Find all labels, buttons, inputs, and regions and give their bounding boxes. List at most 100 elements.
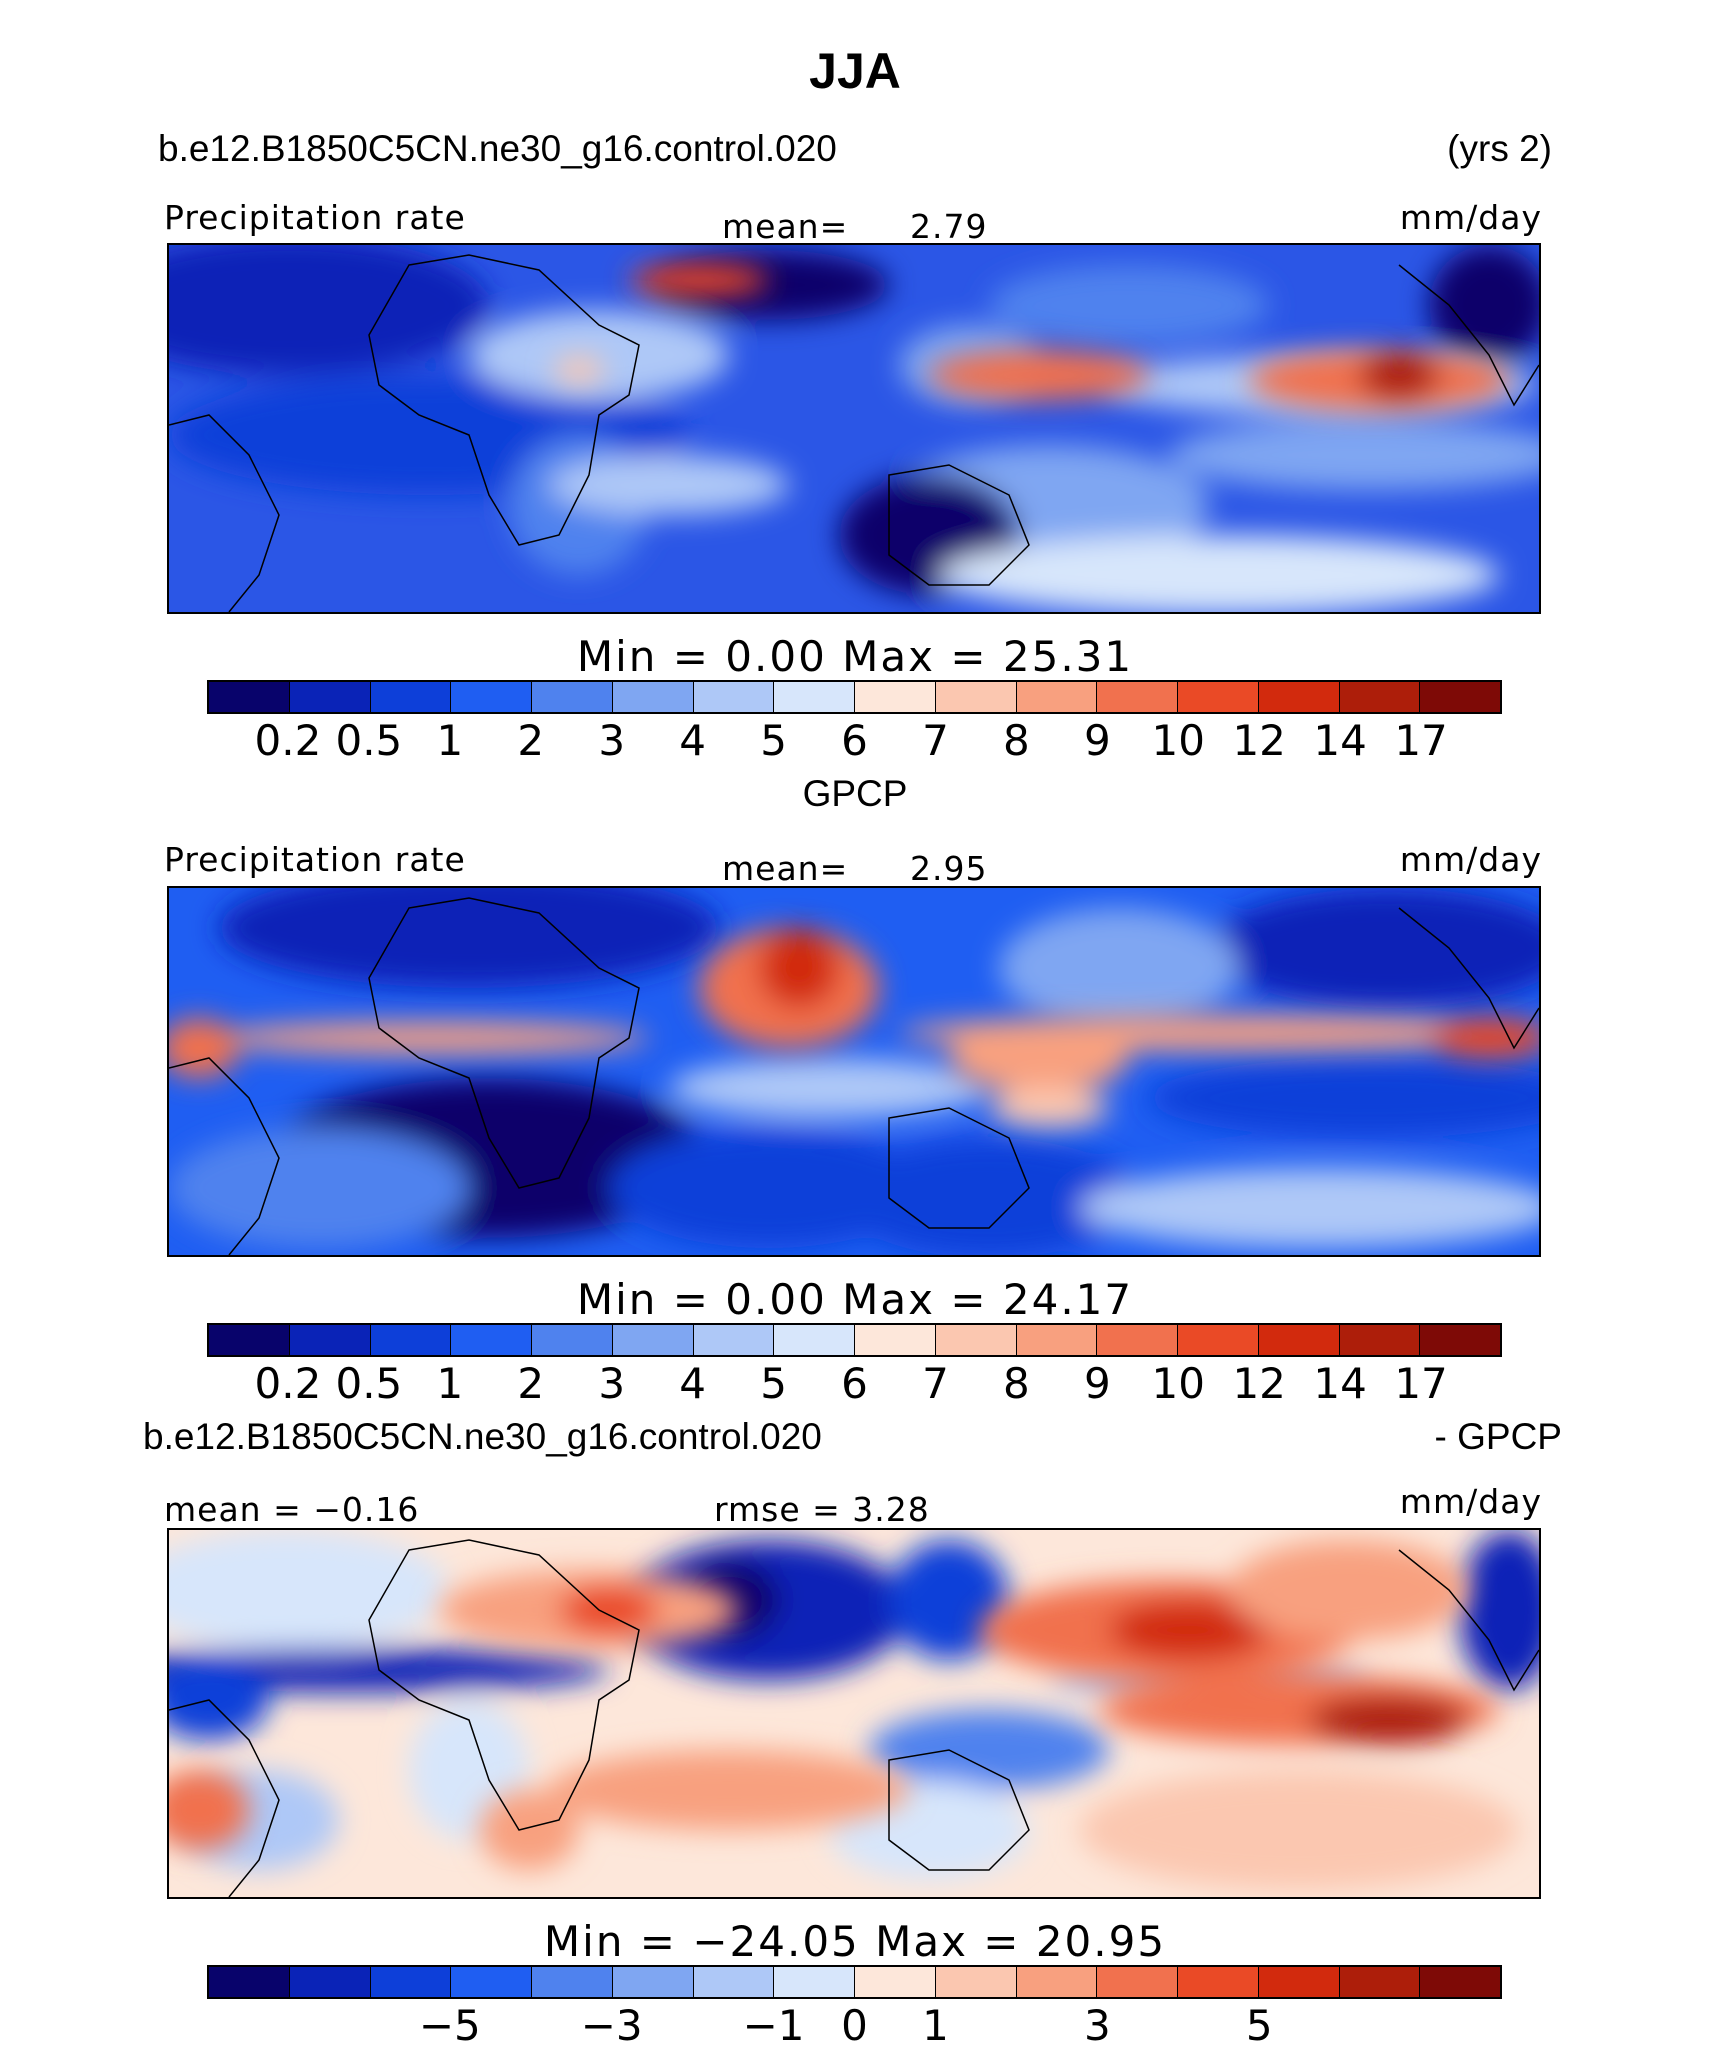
panel3-map-field	[169, 1530, 1539, 1897]
panel2-colorbar-tick-label: 3	[598, 1359, 626, 1408]
panel2-colorbar-tick-label: 8	[1003, 1359, 1030, 1408]
panel3-colorbar-swatch	[451, 1967, 532, 1997]
panel3-rmse: rmse = 3.28	[714, 1490, 930, 1529]
panel2-colorbar-swatch	[612, 1325, 694, 1355]
panel1-colorbar-swatch	[451, 682, 532, 712]
panel3-case-name: b.e12.B1850C5CN.ne30_g16.control.020	[143, 1416, 822, 1457]
panel2-colorbar-tick-label: 12	[1232, 1359, 1286, 1408]
panel3-colorbar-swatch	[1097, 1967, 1178, 1997]
panel3-colorbar-ticks: −5 −3 −1 0 1 3 5	[207, 2001, 1502, 2051]
panel2-colorbar-swatch	[209, 1325, 290, 1355]
panel2-colorbar-tick-label: 9	[1083, 1359, 1111, 1408]
panel1-colorbar-swatch	[935, 682, 1017, 712]
panel2-mean-label: mean=	[722, 849, 849, 888]
panel1-colorbar-swatch	[774, 682, 855, 712]
panel3-colorbar-swatch	[1178, 1967, 1259, 1997]
panel3-mean: mean = −0.16	[164, 1490, 420, 1529]
panel2-map	[167, 886, 1541, 1257]
panel1-mean-value: 2.79	[910, 207, 988, 246]
panel1-colorbar-tick-label: 5	[760, 716, 787, 765]
panel2-colorbar-swatch	[693, 1325, 775, 1355]
panel2-colorbar-swatch	[1016, 1325, 1098, 1355]
panel2-colorbar-swatch	[1097, 1325, 1178, 1355]
panel1-case-name: b.e12.B1850C5CN.ne30_g16.control.020	[158, 128, 837, 169]
panel1-colorbar-tick-label: 10	[1151, 716, 1205, 765]
panel2-colorbar-swatch	[855, 1325, 936, 1355]
panel2-minmax: Min = 0.00 Max = 24.17	[576, 1275, 1134, 1324]
panel3-colorbar-swatch	[1420, 1967, 1500, 1997]
panel1-colorbar-swatch	[693, 682, 775, 712]
panel3-suffix: - GPCP	[1434, 1416, 1562, 1457]
panel2-title: GPCP	[802, 773, 908, 814]
panel1-colorbar-swatch	[855, 682, 936, 712]
panel1-colorbar-swatch	[612, 682, 694, 712]
panel1-colorbar-swatch	[1339, 682, 1421, 712]
panel3-colorbar-swatch	[693, 1967, 775, 1997]
panel1-variable-label: Precipitation rate	[164, 198, 466, 237]
panel3-colorbar-tick-label: 3	[1083, 2001, 1111, 2050]
panel2-colorbar-swatch	[774, 1325, 855, 1355]
panel2-colorbar-tick-label: 0.5	[335, 1359, 403, 1408]
panel2-variable-label: Precipitation rate	[164, 840, 466, 879]
panel1-colorbar-tick-label: 2	[517, 716, 545, 765]
panel1-colorbar-tick-label: 8	[1003, 716, 1030, 765]
panel3-colorbar-tick-label: −3	[580, 2001, 643, 2050]
panel2-mean-value: 2.95	[910, 849, 988, 888]
panel2-colorbar-swatch	[289, 1325, 371, 1355]
panel2-colorbar-tick-label: 4	[679, 1359, 706, 1408]
panel3-colorbar-swatch	[935, 1967, 1017, 1997]
panel1-colorbar-swatch	[289, 682, 371, 712]
panel2-colorbar-ticks: 0.2 0.5 1 2 3 4 5 6 7 8 9 10 12 14 17	[207, 1359, 1502, 1409]
panel3-colorbar-swatch	[370, 1967, 452, 1997]
panel3-colorbar-tick-label: −1	[742, 2001, 805, 2050]
panel1-colorbar-tick-label: 9	[1083, 716, 1111, 765]
panel1-colorbar-swatch	[1420, 682, 1500, 712]
panel3-colorbar-tick-label: 5	[1245, 2001, 1273, 2050]
panel3-units: mm/day	[1399, 1482, 1542, 1521]
panel2-colorbar-tick-label: 6	[841, 1359, 868, 1408]
panel1-colorbar-tick-label: 17	[1394, 716, 1448, 765]
panel2-colorbar-swatch	[451, 1325, 532, 1355]
panel1-colorbar-swatch	[370, 682, 452, 712]
panel1-colorbar	[207, 680, 1502, 714]
panel2-colorbar	[207, 1323, 1502, 1357]
panel3-colorbar-swatch	[1339, 1967, 1421, 1997]
panel2-colorbar-swatch	[1420, 1325, 1500, 1355]
panel2-colorbar-tick-label: 7	[922, 1359, 949, 1408]
panel1-map	[167, 243, 1541, 614]
panel2-colorbar-swatch	[370, 1325, 452, 1355]
panel3-colorbar-swatch	[532, 1967, 613, 1997]
panel3-colorbar-swatch	[774, 1967, 855, 1997]
panel2-colorbar-tick-label: 5	[760, 1359, 787, 1408]
panel1-colorbar-tick-label: 0.5	[335, 716, 403, 765]
panel2-colorbar-swatch	[1178, 1325, 1259, 1355]
panel1-colorbar-swatch	[209, 682, 290, 712]
panel1-colorbar-tick-label: 1	[436, 716, 464, 765]
panel1-mean-label: mean=	[722, 207, 849, 246]
figure-title: JJA	[809, 43, 901, 99]
panel3-colorbar-swatch	[1258, 1967, 1340, 1997]
panel1-colorbar-swatch	[1097, 682, 1178, 712]
panel1-colorbar-swatch	[1178, 682, 1259, 712]
panel2-colorbar-tick-label: 14	[1313, 1359, 1367, 1408]
panel2-units: mm/day	[1399, 840, 1542, 879]
panel1-colorbar-tick-label: 12	[1232, 716, 1286, 765]
panel1-colorbar-swatch	[532, 682, 613, 712]
panel2-colorbar-swatch	[532, 1325, 613, 1355]
panel2-colorbar-tick-label: 2	[517, 1359, 545, 1408]
panel2-colorbar-swatch	[1258, 1325, 1340, 1355]
panel3-colorbar-tick-label: 1	[922, 2001, 949, 2050]
panel2-map-field	[169, 888, 1539, 1255]
panel1-minmax: Min = 0.00 Max = 25.31	[576, 632, 1134, 681]
panel2-colorbar-tick-label: 0.2	[254, 1359, 322, 1408]
panel2-colorbar-swatch	[935, 1325, 1017, 1355]
panel1-colorbar-tick-label: 0.2	[254, 716, 322, 765]
panel3-map	[167, 1528, 1541, 1899]
panel3-colorbar-swatch	[209, 1967, 290, 1997]
panel1-units: mm/day	[1399, 198, 1542, 237]
panel3-colorbar-swatch	[855, 1967, 936, 1997]
panel3-colorbar	[207, 1965, 1502, 1999]
panel2-colorbar-swatch	[1339, 1325, 1421, 1355]
panel1-colorbar-swatch	[1258, 682, 1340, 712]
panel1-colorbar-tick-label: 7	[922, 716, 949, 765]
